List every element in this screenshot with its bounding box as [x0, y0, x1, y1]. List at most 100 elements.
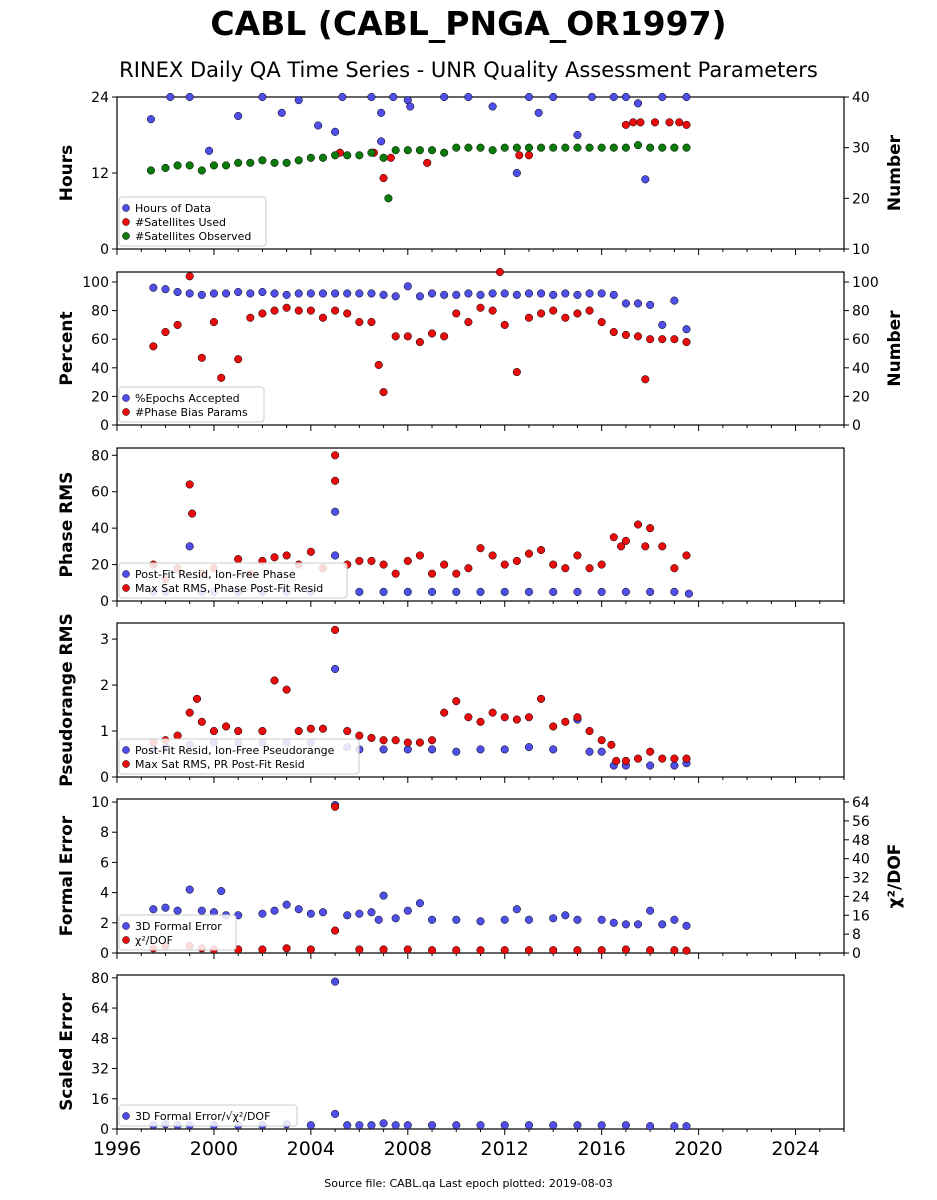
data-point — [658, 920, 667, 929]
data-point — [185, 289, 194, 298]
data-point — [146, 115, 155, 124]
data-point — [427, 289, 437, 298]
data-point — [621, 536, 630, 545]
data-point — [549, 722, 558, 731]
data-point — [549, 914, 558, 923]
data-point — [549, 92, 558, 102]
data-point — [549, 745, 558, 754]
x-tick-label: 2016 — [577, 1138, 625, 1160]
legend-label: %Epochs Accepted — [135, 392, 240, 405]
data-point — [427, 915, 437, 924]
data-point — [464, 564, 473, 573]
figure-subtitle: RINEX Daily QA Time Series - UNR Quality… — [119, 58, 818, 82]
data-point — [621, 587, 630, 596]
y-right-axis-label: χ²/DOF — [885, 844, 905, 909]
data-point — [597, 317, 606, 327]
legend: 3D Formal Error/√χ²/DOF — [118, 1104, 298, 1127]
data-point — [524, 915, 534, 924]
panel-6: 1996 2000 2004 2008 2012 2016 2020 2024 0 16 32 48 6… — [57, 971, 845, 1160]
data-point — [306, 724, 315, 733]
x-tick-label: 1996 — [93, 1138, 141, 1160]
legend-marker — [122, 936, 130, 944]
data-point — [440, 290, 449, 299]
data-point — [222, 289, 231, 298]
data-point — [621, 299, 630, 308]
y-tick-label: 6 — [100, 855, 109, 871]
data-point — [149, 905, 158, 914]
data-point — [209, 161, 218, 170]
data-point — [633, 99, 643, 108]
data-point — [379, 560, 388, 569]
data-point — [670, 1122, 679, 1131]
data-point — [646, 524, 655, 533]
data-point — [573, 915, 582, 924]
data-point — [403, 587, 412, 596]
legend-marker — [122, 584, 130, 592]
data-point — [549, 290, 558, 299]
data-point — [355, 289, 364, 298]
data-point — [294, 726, 303, 736]
data-point — [549, 1121, 558, 1130]
data-point — [391, 292, 400, 301]
data-point — [258, 287, 267, 297]
data-point — [621, 143, 630, 152]
legend-label: #Phase Bias Params — [135, 406, 248, 419]
data-point — [374, 360, 383, 369]
data-point — [343, 1121, 352, 1130]
data-point — [234, 111, 243, 121]
data-point — [524, 143, 534, 152]
data-point — [512, 905, 521, 914]
data-point — [440, 332, 449, 341]
x-tick-label: 2012 — [481, 1138, 529, 1160]
data-point — [415, 292, 424, 301]
data-point — [282, 685, 291, 694]
data-point — [173, 731, 182, 740]
data-point — [197, 353, 206, 362]
y-right-axis-label: Number — [885, 134, 905, 211]
data-point — [427, 1121, 437, 1130]
data-point — [549, 587, 558, 596]
data-point — [306, 547, 315, 556]
data-point — [185, 480, 194, 489]
data-point — [222, 722, 231, 731]
y-tick-label: 60 — [91, 332, 109, 348]
data-point — [367, 908, 376, 917]
data-point — [258, 309, 267, 318]
legend-marker — [122, 922, 130, 930]
data-point — [452, 143, 461, 152]
data-point — [665, 118, 674, 127]
data-point — [318, 313, 328, 322]
data-point — [379, 174, 388, 183]
data-point — [192, 694, 202, 703]
y-tick-label: 24 — [91, 90, 109, 106]
data-point — [464, 713, 473, 722]
data-point — [377, 108, 386, 117]
data-point — [650, 118, 660, 127]
data-point — [379, 736, 388, 745]
data-point — [500, 713, 509, 722]
data-point — [246, 289, 255, 298]
data-point — [670, 143, 679, 152]
data-point — [633, 920, 643, 929]
data-point — [488, 102, 497, 111]
data-point — [258, 909, 267, 918]
data-point — [427, 946, 437, 955]
data-point — [403, 738, 412, 747]
data-point — [512, 556, 521, 565]
x-tick-label: 2004 — [287, 1138, 335, 1160]
data-point — [573, 1121, 582, 1130]
data-point — [573, 290, 582, 299]
data-point — [331, 451, 340, 460]
data-point — [391, 1121, 400, 1130]
data-point — [585, 289, 594, 298]
data-point — [217, 373, 226, 382]
data-point — [270, 158, 279, 167]
data-point — [403, 1121, 412, 1130]
data-point — [258, 92, 267, 102]
y-right-tick-label: 40 — [852, 852, 870, 868]
y-axis-label: Percent — [57, 311, 77, 385]
x-tick-label: 2024 — [771, 1138, 819, 1160]
